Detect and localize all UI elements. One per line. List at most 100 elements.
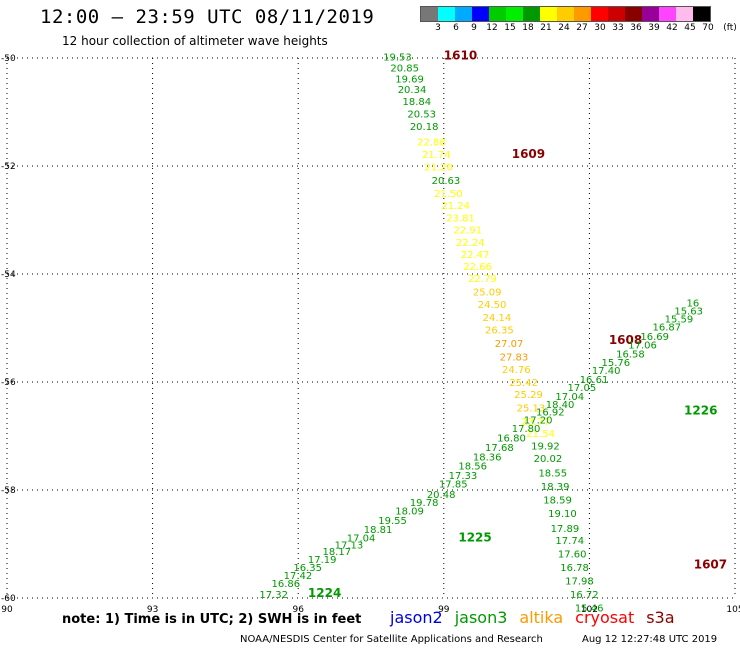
wave-height-value: 17.74	[555, 536, 584, 547]
scale-label: 15	[504, 23, 516, 33]
scale-label: 70	[702, 23, 714, 33]
wave-height-value: 24.50	[478, 300, 507, 311]
wave-height-value: 16.80	[497, 433, 526, 444]
scale-swatch	[438, 7, 455, 21]
wave-height-value: 27.83	[500, 352, 529, 363]
wave-height-value: 15.76	[602, 358, 631, 369]
scale-label: 27	[576, 23, 588, 33]
wave-height-value: 20.02	[534, 454, 563, 465]
footer-note: note: 1) Time is in UTC; 2) SWH is in fe…	[62, 612, 362, 627]
wave-height-value: 23.81	[446, 214, 475, 225]
scale-label: 12	[486, 23, 498, 33]
scale-label: 24	[558, 23, 570, 33]
satellite-jason2: jason2	[390, 608, 443, 627]
scale-swatch	[421, 7, 438, 21]
wave-height-color-scale: 3 6 9 12 15 18 21 24 27 30 33 36 39 42 45 70 (ft)	[420, 6, 737, 34]
wave-height-value: 17.20	[524, 416, 553, 427]
pass-time-label: 1610	[444, 49, 477, 63]
wave-height-value: 17.13	[335, 540, 364, 551]
wave-height-value: 16.72	[570, 590, 599, 601]
wave-height-value: 21.54	[526, 429, 555, 440]
map-title: 12:00 – 23:59 UTC 08/11/2019	[40, 6, 375, 28]
wave-height-value: 17.68	[485, 443, 514, 454]
pass-time-label: 1226	[684, 403, 717, 417]
wave-height-value: 17.98	[565, 577, 594, 588]
wave-height-value: 20.18	[410, 122, 439, 133]
wave-height-value: 18.36	[473, 452, 502, 463]
scale-swatch	[506, 7, 523, 21]
wave-height-value: 15.63	[674, 307, 703, 318]
wave-height-value: 22.66	[463, 262, 492, 273]
wave-height-value: 17.04	[555, 392, 584, 403]
wave-height-value: 24.14	[483, 313, 512, 324]
scale-label: 33	[612, 23, 624, 33]
wave-height-value: 27.07	[495, 339, 524, 350]
wave-height-value: 16.61	[580, 375, 609, 386]
pass-time-label: 1225	[458, 530, 491, 544]
scale-label: 39	[648, 23, 660, 33]
wave-height-value: 17.40	[592, 366, 621, 377]
map-subtitle: 12 hour collection of altimeter wave hei…	[62, 34, 328, 48]
wave-height-value: 17.05	[568, 383, 597, 394]
wave-height-value: 22.91	[454, 226, 483, 237]
wave-height-value: 15.59	[665, 315, 694, 326]
wave-height-value: 22.24	[456, 238, 485, 249]
lat-tick-label: -54	[1, 270, 16, 280]
wave-height-value: 20.53	[407, 109, 436, 120]
wave-height-value: 20.34	[398, 85, 427, 96]
scale-swatch	[489, 7, 506, 21]
lon-tick-label: 102	[581, 605, 598, 615]
scale-swatch	[540, 7, 557, 21]
lat-lon-grid	[6, 57, 736, 599]
wave-height-value: 18.09	[395, 506, 424, 517]
scale-unit: (ft)	[723, 23, 737, 33]
color-scale-bar	[420, 6, 711, 22]
lat-tick-label: -52	[1, 162, 16, 172]
wave-height-value: 16.78	[560, 563, 589, 574]
wave-height-value: 17.06	[628, 341, 657, 352]
wave-height-value: 18.56	[458, 461, 487, 472]
scale-swatch	[574, 7, 591, 21]
wave-height-value: 21.20	[424, 162, 453, 173]
lon-tick-label: 96	[292, 605, 304, 615]
wave-height-value: 19.55	[378, 516, 407, 527]
wave-height-value: 19.92	[531, 442, 560, 453]
pass-time-label: 1609	[512, 147, 545, 161]
wave-height-value: 20.85	[390, 64, 419, 75]
scale-label: 21	[540, 23, 552, 33]
satellite-jason3: jason3	[454, 608, 508, 627]
wave-height-value: 22.79	[468, 274, 497, 285]
lat-tick-label: -56	[1, 378, 16, 388]
lon-tick-label: 99	[438, 605, 450, 615]
wave-height-value: 17.85	[439, 479, 468, 490]
wave-height-value: 18.59	[543, 496, 572, 507]
wave-height-value: 18.40	[546, 400, 575, 411]
wave-height-value: 19.69	[395, 74, 424, 85]
credit-line: NOAA/NESDIS Center for Satellite Applica…	[240, 634, 543, 645]
pass-time-label: 1607	[694, 557, 727, 571]
wave-height-value: 17.60	[558, 550, 587, 561]
generation-timestamp: Aug 12 12:27:48 UTC 2019	[582, 634, 718, 645]
scale-swatch	[608, 7, 625, 21]
wave-height-value: 21.74	[422, 150, 451, 161]
scale-swatch	[625, 7, 642, 21]
wave-height-value: 18.55	[538, 469, 567, 480]
wave-height-value: 17.80	[512, 424, 541, 435]
wave-height-value: 16.35	[293, 563, 322, 574]
scale-label: 45	[684, 23, 696, 33]
wave-height-value: 16.69	[640, 332, 669, 343]
lat-tick-label: -50	[1, 54, 16, 64]
wave-height-value: 16.86	[272, 579, 301, 590]
wave-height-value: 16	[686, 298, 699, 309]
track-1224-1226: 17.3216.8617.4216.3517.1918.1717.1317.04…	[259, 298, 717, 601]
wave-height-value: 19.53	[383, 53, 412, 64]
wave-height-value: 25.09	[473, 288, 502, 299]
color-scale-labels: 3 6 9 12 15 18 21 24 27 30 33 36 39 42 45 70 (ft)	[420, 22, 737, 34]
wave-height-value: 17.32	[259, 590, 288, 601]
scale-swatch	[455, 7, 472, 21]
wave-height-value: 18.17	[322, 547, 351, 558]
pass-time-label: 1608	[609, 333, 642, 347]
lon-tick-label: 93	[147, 605, 158, 615]
